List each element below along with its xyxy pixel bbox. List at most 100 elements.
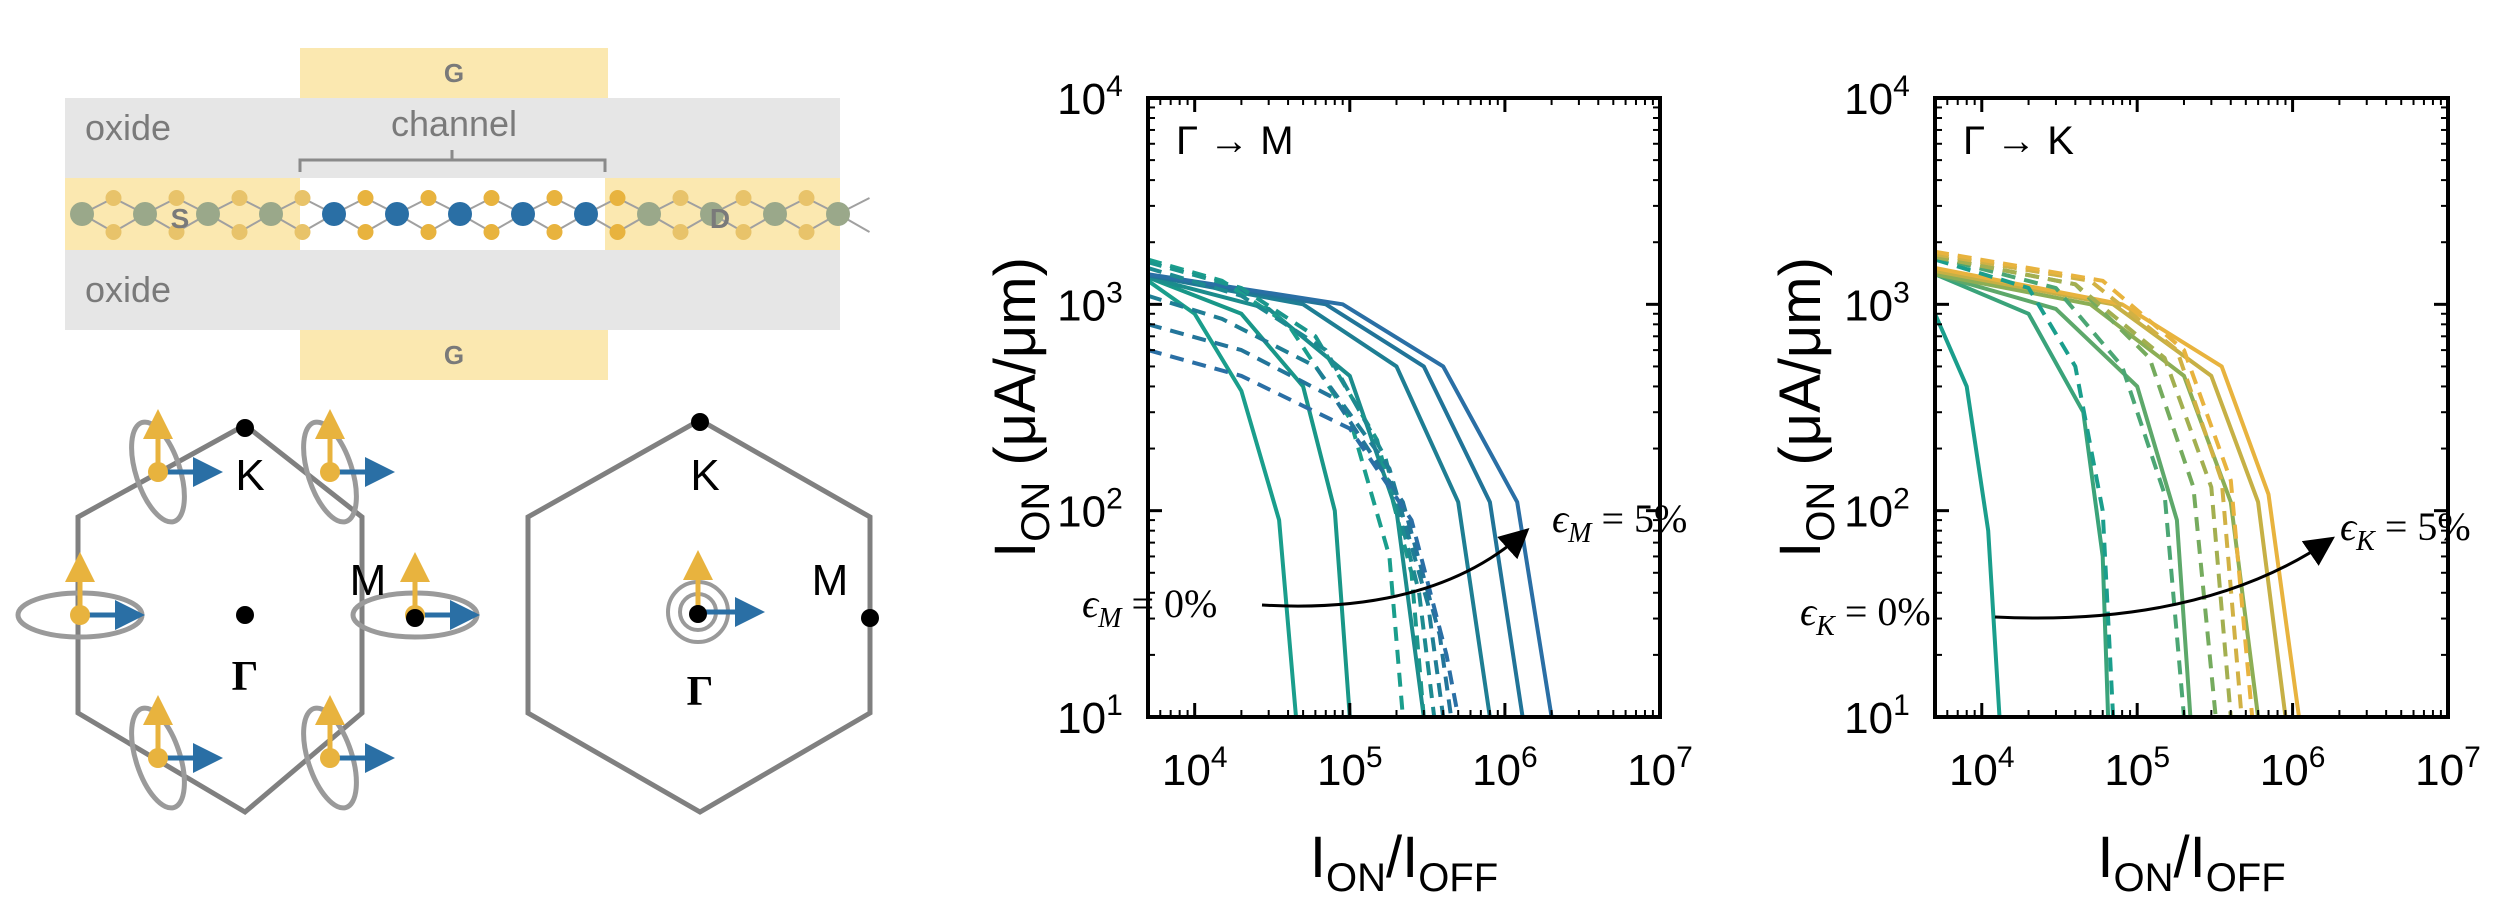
series-line-6	[1935, 257, 2116, 717]
metal-atom	[763, 202, 787, 226]
hexagon-right	[525, 417, 873, 815]
chalcogen-atom	[105, 190, 122, 206]
series-line-9	[1148, 293, 1446, 717]
gamma-label-left: Γ	[232, 654, 259, 700]
k-point-dot	[236, 419, 254, 437]
x-axis-label: ION/IOFF	[1310, 825, 1498, 900]
y-axis-label: ION (μA/μm)	[983, 257, 1058, 558]
y-axis-label: ION (μA/μm)	[1768, 257, 1843, 558]
series-line-8	[1148, 266, 1437, 717]
series-line-3	[1148, 273, 1492, 717]
x-tick-label: 105	[1317, 741, 1383, 795]
series-line-0	[1935, 312, 2002, 717]
chalcogen-atom	[168, 224, 185, 240]
chalcogen-atom	[798, 224, 815, 240]
m-label-left: M	[350, 556, 387, 605]
panel-title: Γ → M	[1176, 119, 1294, 163]
chart-gamma-m: 104 105 106 107 101 102 103 104 Γ → M ION (μA/μm)…	[983, 70, 1693, 900]
series-line-0	[1148, 279, 1298, 717]
device-schematic: G oxide channel S D oxide G	[65, 48, 870, 380]
strain-low-label: ϵK = 0%	[1800, 589, 1931, 642]
metal-atom	[574, 202, 598, 226]
metal-atom	[826, 202, 850, 226]
chalcogen-atom	[105, 224, 122, 240]
spin-ellipse	[301, 705, 359, 811]
chalcogen-atom	[294, 190, 311, 206]
series-line-7	[1935, 254, 2186, 717]
chart-gamma-k: 104 105 106 107 101 102 103 104 Γ → K ION (μA/μm)…	[1768, 70, 2481, 900]
chalcogen-atom	[735, 190, 752, 206]
chalcogen-atom	[168, 190, 185, 206]
chalcogen-atom	[546, 190, 563, 206]
chalcogen-atom	[483, 190, 500, 206]
x-tick-label: 104	[1162, 741, 1228, 795]
spin-ellipse	[129, 705, 187, 811]
m-label-right: M	[812, 556, 849, 605]
metal-atom	[259, 202, 283, 226]
strain-high-label: ϵK = 5%	[2340, 504, 2471, 557]
y-tick-label: 104	[1844, 70, 1910, 124]
panel-title: Γ → K	[1963, 119, 2074, 163]
series-line-9	[1935, 254, 2233, 717]
chalcogen-atom	[735, 224, 752, 240]
series-line-1	[1148, 275, 1352, 717]
plot-frame	[1933, 96, 2450, 719]
x-tick-label: 105	[2104, 741, 2170, 795]
channel-label: channel	[391, 103, 517, 144]
x-tick-label: 104	[1949, 741, 2015, 795]
x-tick-label: 106	[2260, 741, 2326, 795]
hexagon-left	[75, 422, 365, 816]
gate-top-label: G	[444, 58, 464, 88]
chalcogen-atom	[546, 224, 563, 240]
metal-atom	[385, 202, 409, 226]
series-line-4	[1935, 269, 2288, 717]
spin-ellipse	[301, 419, 359, 525]
x-tick-label: 107	[2415, 741, 2481, 795]
series-line-2	[1935, 272, 2193, 717]
metal-atom	[322, 202, 346, 226]
brillouin-zone-left: K M Γ	[15, 409, 480, 816]
oxide-bottom-label: oxide	[85, 269, 171, 310]
strain-low-label: ϵM = 0%	[1082, 581, 1217, 634]
oxide-bottom	[65, 250, 840, 330]
m-point-dot	[406, 609, 424, 627]
y-tick-label: 101	[1057, 689, 1123, 743]
metal-atom	[700, 202, 724, 226]
channel-bracket	[298, 150, 607, 172]
series-line-4	[1148, 273, 1525, 717]
metal-atom	[196, 202, 220, 226]
chalcogen-atom	[798, 190, 815, 206]
oxide-top	[65, 98, 840, 178]
series-line-10	[1148, 322, 1454, 717]
gate-bottom-label: G	[444, 340, 464, 370]
y-tick-label: 103	[1844, 276, 1910, 330]
metal-atom	[70, 202, 94, 226]
series-line-11	[1935, 249, 2255, 717]
gamma-point-dot	[236, 606, 254, 624]
chalcogen-atom	[420, 190, 437, 206]
y-tick-label: 103	[1057, 276, 1123, 330]
spin-center	[148, 462, 168, 482]
plot-frame	[1146, 96, 1662, 719]
source-label: S	[171, 203, 190, 234]
chalcogen-atom	[420, 224, 437, 240]
series-line-1	[1935, 272, 2111, 717]
y-tick-label: 102	[1844, 483, 1910, 537]
chalcogen-atom	[231, 190, 248, 206]
k-label-right: K	[690, 451, 719, 500]
chalcogen-atom	[609, 190, 626, 206]
x-tick-label: 106	[1472, 741, 1538, 795]
y-tick-label: 102	[1057, 483, 1123, 537]
m-point-dot	[861, 609, 879, 627]
metal-atom	[511, 202, 535, 226]
series-line-2	[1148, 275, 1426, 717]
metal-atom	[448, 202, 472, 226]
series-group	[1148, 257, 1554, 717]
chalcogen-atom	[231, 224, 248, 240]
y-tick-label: 101	[1844, 689, 1910, 743]
k-label-left: K	[235, 451, 264, 500]
strain-high-label: ϵM = 5%	[1552, 496, 1687, 549]
chalcogen-atom	[357, 190, 374, 206]
gate-bottom	[300, 330, 608, 380]
